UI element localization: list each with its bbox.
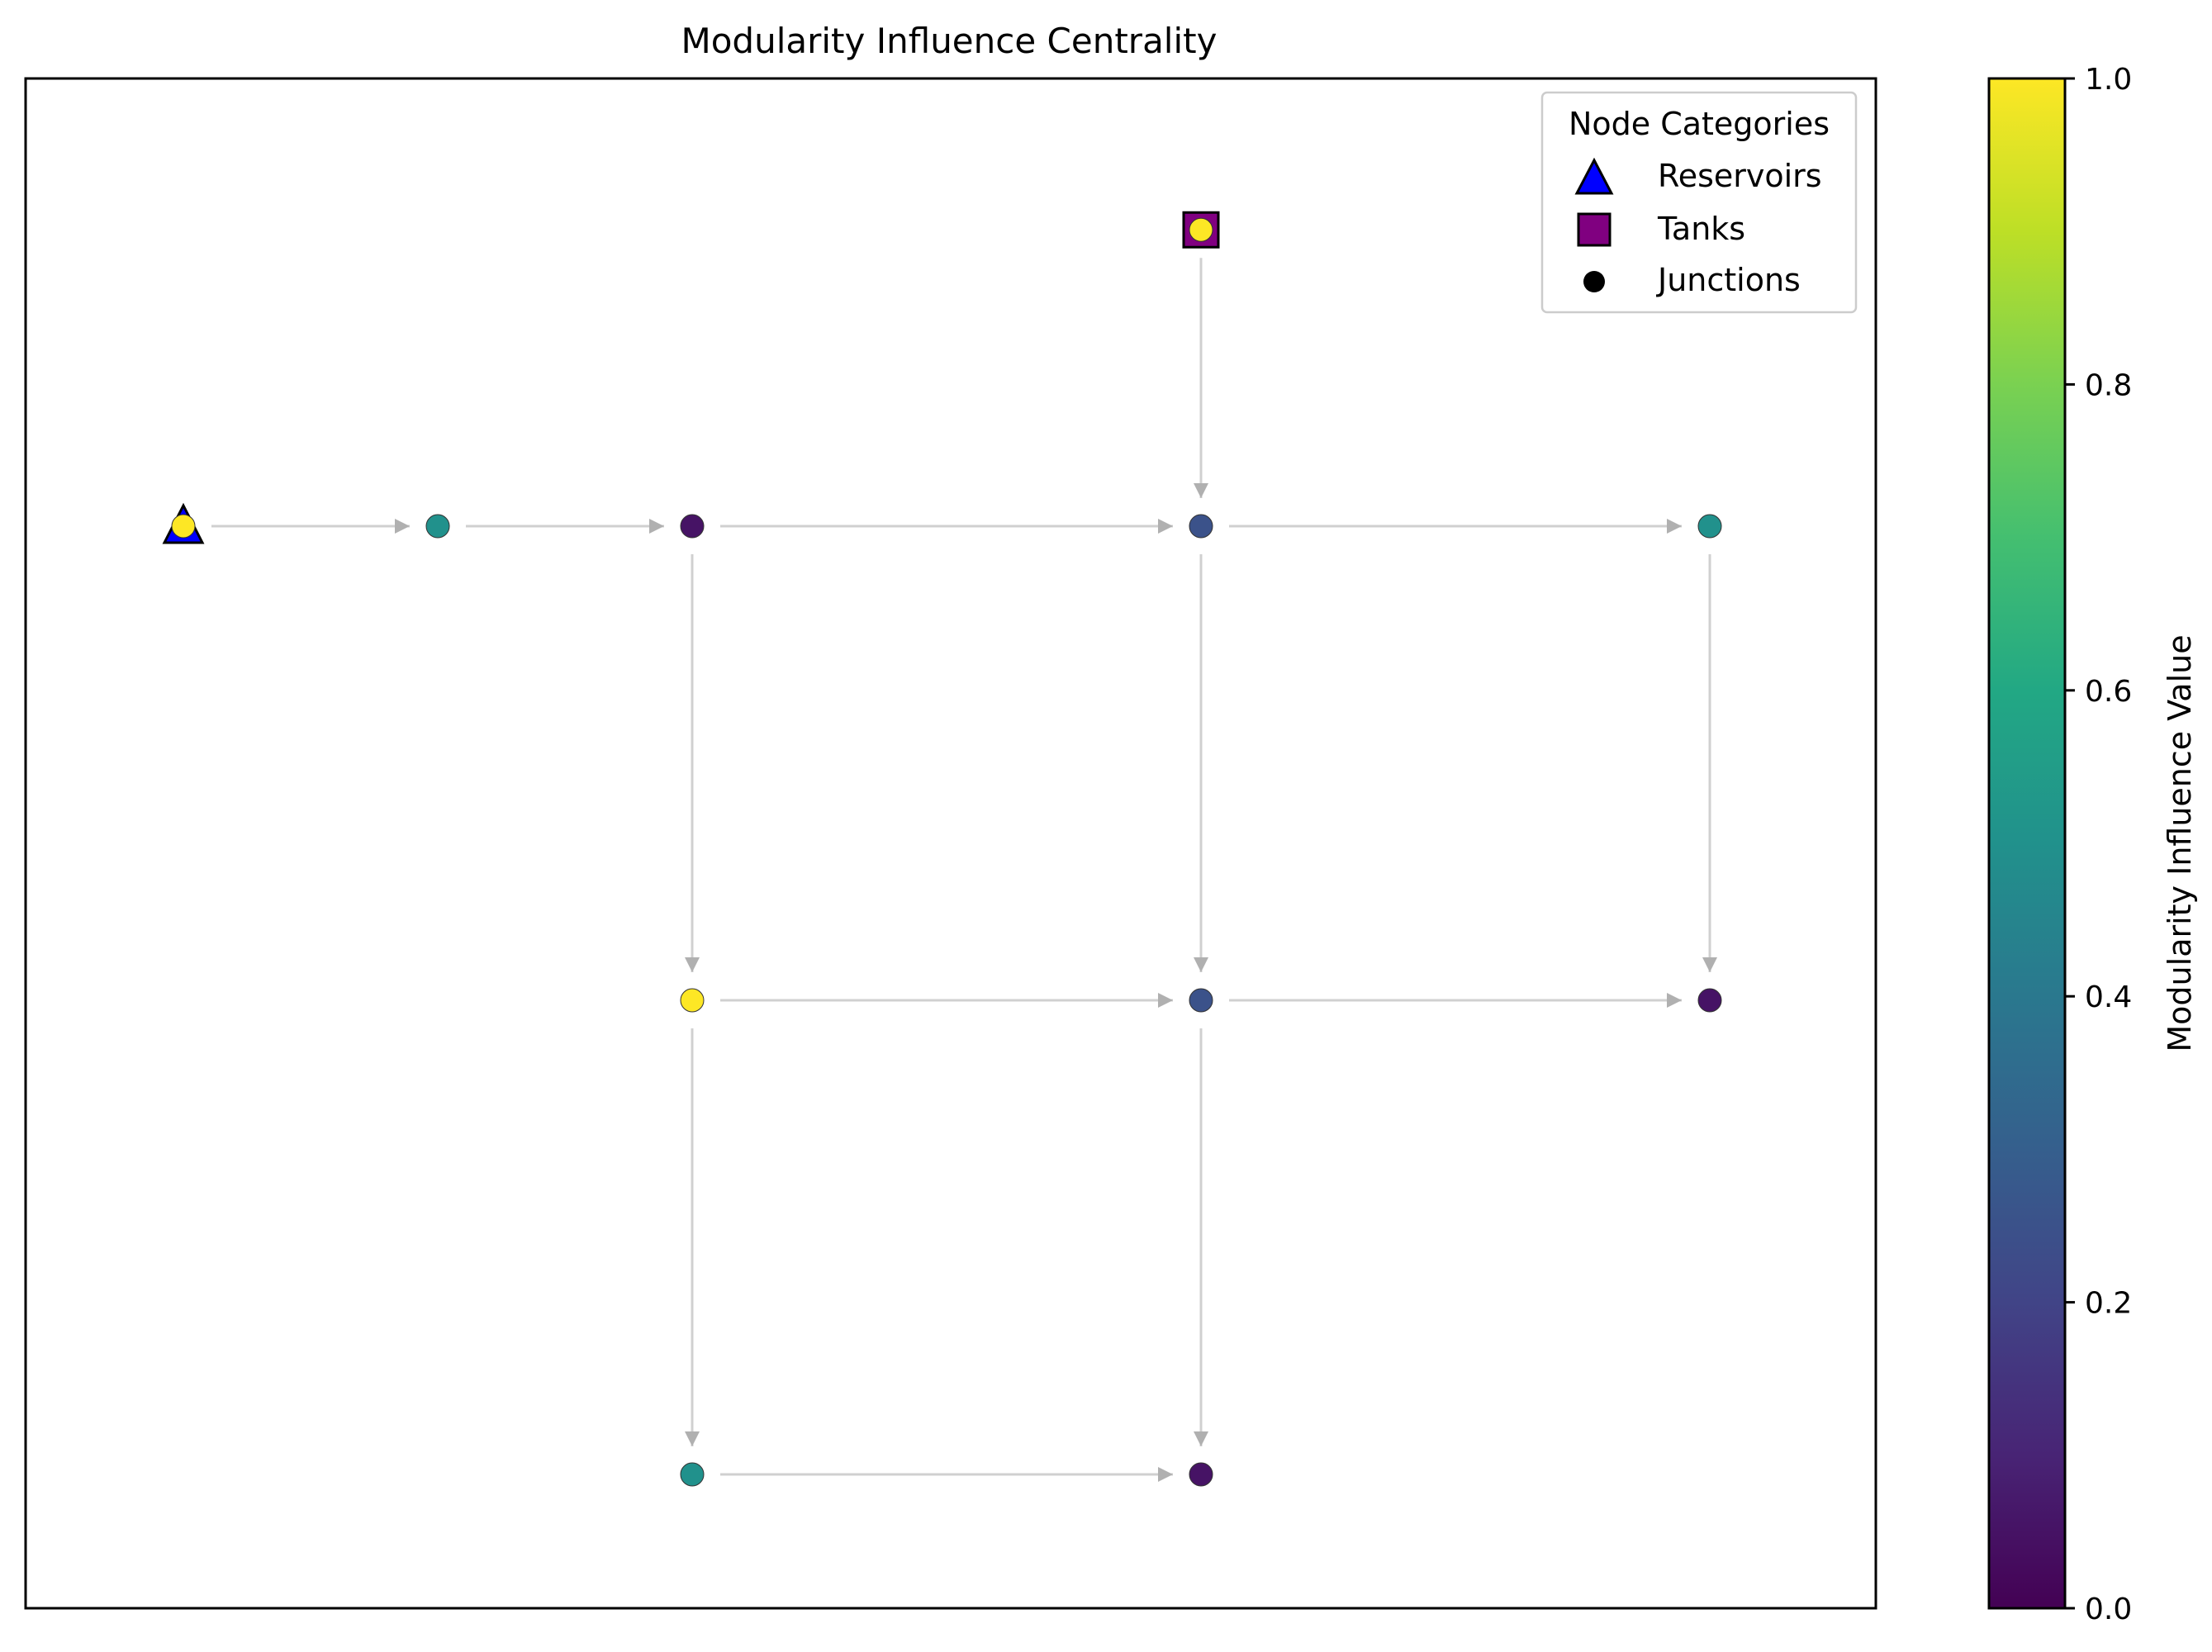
- colorbar-ticks: 0.0 0.2 0.4 0.6 0.8 1.0: [2065, 63, 2132, 1626]
- legend-triangle-icon: [1574, 157, 1614, 195]
- colorbar-tick-label: 0.6: [2085, 675, 2132, 709]
- node-marker: [680, 514, 705, 539]
- colorbar-gradient: [1987, 77, 2067, 1610]
- node-J9: [1189, 1462, 1213, 1487]
- node-marker: [1189, 217, 1213, 242]
- node-marker: [680, 988, 705, 1013]
- legend-label-junctions: Junctions: [1656, 262, 1801, 298]
- node-J6: [1189, 988, 1213, 1013]
- node-J2: [680, 514, 705, 539]
- plot-frame: [24, 77, 1877, 1610]
- node-marker: [1697, 988, 1722, 1013]
- node-J1: [425, 514, 450, 539]
- colorbar-tick-label: 0.2: [2085, 1287, 2132, 1321]
- legend-square-icon: [1577, 212, 1612, 247]
- legend: Node Categories Reservoirs Tanks Junctio…: [1540, 91, 1858, 314]
- node-marker: [171, 514, 196, 539]
- colorbar-tick-label: 0.0: [2085, 1593, 2132, 1626]
- node-marker: [1189, 988, 1213, 1013]
- node-marker: [1697, 514, 1722, 539]
- node-marker: [425, 514, 450, 539]
- legend-title: Node Categories: [1569, 106, 1830, 142]
- node-J3: [1189, 514, 1213, 539]
- node-T: [1182, 211, 1220, 249]
- node-J4: [1697, 514, 1722, 539]
- colorbar-tick-label: 0.8: [2085, 368, 2132, 402]
- legend-circle-icon: [1583, 271, 1605, 292]
- colorbar-tick-label: 1.0: [2085, 63, 2132, 97]
- legend-label-tanks: Tanks: [1657, 211, 1745, 247]
- colorbar: 0.0 0.2 0.4 0.6 0.8 1.0 Modularity Influence …: [1987, 63, 2198, 1626]
- legend-box: [1540, 91, 1858, 314]
- node-R: [162, 502, 205, 544]
- colorbar-label: Modularity Influence Value: [2162, 634, 2198, 1051]
- nodes-layer: [162, 211, 1722, 1487]
- edges-layer: [211, 258, 1717, 1482]
- chart-title: Modularity Influence Centrality: [681, 21, 1218, 61]
- node-marker: [680, 1462, 705, 1487]
- node-marker: [1189, 1462, 1213, 1487]
- colorbar-tick-label: 0.4: [2085, 980, 2132, 1014]
- node-J5: [680, 988, 705, 1013]
- legend-label-reservoirs: Reservoirs: [1658, 158, 1822, 194]
- node-J8: [680, 1462, 705, 1487]
- node-J7: [1697, 988, 1722, 1013]
- node-marker: [1189, 514, 1213, 539]
